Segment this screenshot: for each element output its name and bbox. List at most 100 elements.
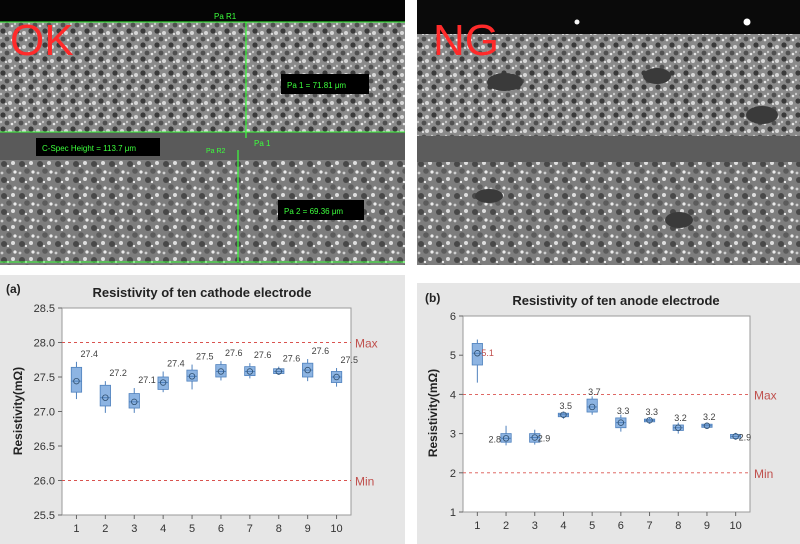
chart-a-panel-label: (a) [6,282,21,296]
chart-a-box [128,393,140,409]
chart-a-xtick-label: 1 [73,523,79,535]
ng-label: NG [433,16,499,65]
chart-b-value-label: 3.5 [559,401,572,411]
chart-a-value-label: 27.4 [80,349,98,359]
chart-b-xtick-label: 5 [589,520,595,532]
chart-a-mean-marker [333,373,340,381]
chart-a-xtick-label: 9 [305,523,311,535]
chart-b-ytick-label: 4 [450,389,456,401]
ok-center-marker: Pa R2 [206,148,226,155]
chart-b-ytick-label: 6 [450,311,456,323]
chart-b-xtick-label: 4 [560,520,566,532]
chart-a-value-label: 27.1 [138,375,156,385]
chart-a-ytick-label: 28.0 [34,338,55,350]
chart-a-box [70,366,83,393]
chart-a-ylabel: Resistivity(mΩ) [11,367,25,455]
ok-lower-thickness: Pa 2 = 69.36 μm [284,207,343,216]
chart-a-ytick-label: 28.5 [34,303,55,315]
chart-b-xtick-label: 3 [532,520,538,532]
chart-b-ytick-label: 2 [450,468,456,480]
chart-b-xtick-label: 1 [474,520,480,532]
ok-top-marker: Pa R1 [214,12,237,21]
chart-b-marks: 1 2 3 4 5 6 1 2 3 4 5 6 7 8 9 10 Max Min 5.1 2.8 2.9 3.5 3.7 3.… [450,311,777,532]
cathode-chart: (a) Resistivity of ten cathode electrode… [0,275,405,544]
chart-b-ytick-label: 3 [450,429,456,441]
chart-a-mean-marker [217,368,225,375]
chart-b-mean-marker [502,435,510,442]
chart-a-xtick-label: 3 [131,523,137,535]
chart-b-box [586,398,598,413]
chart-b-xtick-label: 8 [675,520,681,532]
chart-a-mean-marker [275,368,282,375]
chart-a-box [186,369,198,382]
chart-b-value-label: 2.9 [538,434,551,444]
chart-a-mean-marker [102,394,109,401]
ok-label: OK [10,16,74,65]
chart-b-mean-marker [703,422,711,429]
chart-a-mean-marker [246,368,254,375]
chart-a-mean-marker [304,366,311,374]
chart-b-value-label: 3.3 [617,406,630,416]
chart-a-value-label: 27.2 [109,368,127,378]
chart-a-value-label: 27.6 [225,348,243,358]
chart-b-xtick-label: 2 [503,520,509,532]
chart-a-mean-marker [159,379,167,386]
ok-upper-thickness: Pa 1 = 71.81 μm [287,81,346,90]
chart-a-value-label: 27.6 [283,354,301,364]
chart-b-ytick-label: 5 [450,350,456,362]
chart-b-value-label: 3.2 [674,413,687,423]
chart-a-ytick-label: 25.5 [34,510,55,522]
chart-a-xtick-label: 8 [276,523,282,535]
chart-a-value-label: 27.5 [196,352,214,362]
chart-b-ylabel: Resistivity(mΩ) [426,369,440,457]
chart-a-ytick-label: 27.0 [34,407,55,419]
chart-b-limit-label-min: Min [754,467,773,481]
chart-a-mean-marker [188,373,196,380]
chart-b-limit-label-max: Max [754,388,777,402]
chart-a-value-label: 27.6 [254,350,272,360]
chart-b-xtick-label: 10 [730,520,742,532]
chart-a-mean-marker [131,398,138,406]
chart-b-xtick-label: 9 [704,520,710,532]
chart-b-value-label: 3.7 [588,387,601,397]
chart-b-value-label: 3.2 [703,412,716,422]
chart-b-value-label: 2.8 [489,434,502,444]
chart-a-mean-marker [73,377,80,385]
chart-a-xtick-label: 10 [330,523,342,535]
chart-a-ytick-label: 27.5 [34,372,55,384]
chart-a-xtick-label: 6 [218,523,224,535]
ok-center-height: C-Spec Height = 113.7 μm [42,144,136,153]
chart-b-box [471,343,483,366]
chart-a-box [157,376,169,390]
chart-a-limit-label-max: Max [355,337,378,351]
chart-a-box [215,364,227,378]
chart-b-panel-label: (b) [425,291,440,305]
chart-a-value-label: 27.6 [312,346,330,356]
chart-b-value-label: 2.9 [739,432,752,442]
ng-micrograph: NG [417,0,800,265]
chart-a-limit-label-min: Min [355,475,374,489]
chart-b-mean-marker [560,411,567,418]
chart-b-title: Resistivity of ten anode electrode [512,293,719,308]
anode-chart: (b) Resistivity of ten anode electrode R… [417,283,800,544]
chart-a-box [99,384,111,407]
chart-b-mean-marker [531,434,538,441]
chart-a-xtick-label: 4 [160,523,166,535]
ok-micrograph: OK Pa R1 Pa 1 = 71.81 μm C-Spec Height =… [0,0,405,265]
chart-b-ytick-label: 1 [450,507,456,519]
chart-b-value-label: 5.1 [481,348,494,358]
chart-a-value-label: 27.5 [341,355,359,365]
chart-a-marks: 25.5 26.0 26.5 27.0 27.5 28.0 28.5 1 2 3 4 5 6 7 8 9 10 M… [34,303,378,535]
chart-a-title: Resistivity of ten cathode electrode [93,285,312,300]
chart-b-xtick-label: 6 [618,520,624,532]
chart-a-xtick-label: 2 [102,523,108,535]
chart-b-mean-marker [588,403,596,411]
chart-a-value-label: 27.4 [167,358,185,368]
chart-b-value-label: 3.3 [646,407,659,417]
chart-a-xtick-label: 7 [247,523,253,535]
chart-b-mean-marker [646,417,653,424]
chart-b-mean-marker [474,350,481,357]
chart-b-mean-marker [675,424,682,431]
ok-center-side: Pa 1 [254,139,271,148]
